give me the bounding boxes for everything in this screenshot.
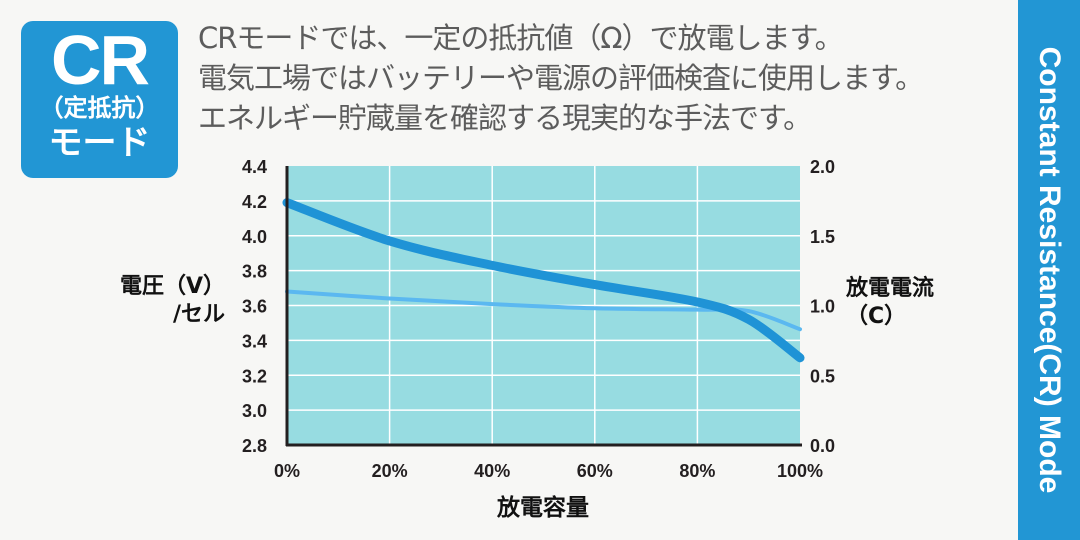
y-tick-label: 4.0: [242, 227, 267, 247]
x-tick-label: 60%: [577, 461, 613, 481]
badge-title: CR: [50, 21, 150, 99]
sidebar-banner: Constant Resistance(CR) Mode: [1018, 0, 1080, 540]
x-tick-label: 0%: [274, 461, 300, 481]
y-tick-label: 3.6: [242, 297, 267, 317]
description-line: CRモードでは、一定の抵抗値（Ω）で放電します。: [198, 21, 844, 55]
x-tick-label: 20%: [372, 461, 408, 481]
voltage-curve: [282, 198, 805, 363]
y2-axis-label: 放電電流 （C）: [846, 276, 935, 329]
cr-mode-badge: CR （定抵抗） モード: [21, 21, 178, 178]
y-tick-label: 2.8: [242, 436, 267, 456]
description-line: エネルギー貯蔵量を確認する現実的な手法です。: [198, 101, 812, 135]
description: CRモードでは、一定の抵抗値（Ω）で放電します。 電気工場ではバッテリーや電源の…: [198, 18, 924, 138]
y2-tick-label: 1.5: [810, 227, 835, 247]
y-tick-label: 4.2: [242, 192, 267, 212]
x-tick-label: 100%: [777, 461, 823, 481]
description-line: 電気工場ではバッテリーや電源の評価検査に使用します。: [198, 61, 924, 95]
y-tick-label: 4.4: [242, 157, 267, 177]
badge-subtitle: （定抵抗）: [39, 94, 160, 122]
y-tick-label: 3.2: [242, 366, 267, 386]
y2-tick-label: 1.0: [810, 297, 835, 317]
y-tick-label: 3.8: [242, 262, 267, 282]
data-curves: [282, 198, 805, 363]
x-tick-label: 40%: [474, 461, 510, 481]
tick-labels: 4.4 4.2 4.0 3.8 3.6 3.4 3.2 3.0 2.8 0% 20% 40% 60% 80…: [242, 157, 835, 481]
y-axis-label: 電圧（V）/セル: [119, 274, 225, 327]
y2-tick-label: 2.0: [810, 157, 835, 177]
y-tick-label: 3.4: [242, 331, 267, 351]
y2-tick-label: 0.0: [810, 436, 835, 456]
badge-mode: モード: [48, 123, 151, 163]
y-tick-label: 3.0: [242, 401, 267, 421]
x-axis-label: 放電容量: [497, 495, 589, 521]
x-tick-label: 80%: [679, 461, 715, 481]
y2-tick-label: 0.5: [810, 366, 835, 386]
current-curve: [285, 289, 802, 332]
